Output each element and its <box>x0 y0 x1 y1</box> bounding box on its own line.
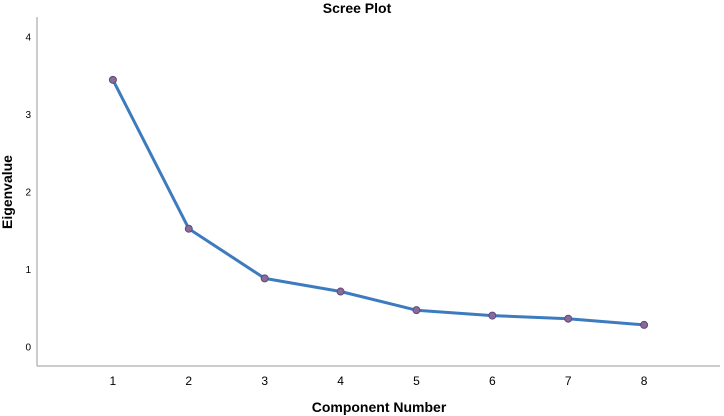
x-axis-title: Component Number <box>312 399 447 415</box>
y-tick-label: 1 <box>25 265 31 276</box>
x-tick-label: 4 <box>337 374 344 388</box>
x-tick-label: 7 <box>565 374 572 388</box>
x-tick-label: 3 <box>261 374 268 388</box>
eigenvalue-series-line <box>111 78 646 327</box>
x-tick-label: 6 <box>489 374 496 388</box>
data-point <box>488 311 497 320</box>
y-tick-label: 4 <box>25 32 31 43</box>
eigenvalue-points <box>108 75 649 329</box>
y-tick-label: 2 <box>25 188 31 199</box>
x-tick-label: 8 <box>641 374 648 388</box>
x-tick-label: 2 <box>185 374 192 388</box>
data-point <box>640 320 649 329</box>
x-tick-labels: 1 2 3 4 5 6 7 8 <box>110 374 648 388</box>
y-tick-label: 3 <box>25 110 31 121</box>
x-tick-label: 1 <box>110 374 117 388</box>
y-axis-title: Eigenvalue <box>0 155 15 229</box>
data-point <box>412 306 421 315</box>
data-point <box>336 287 345 296</box>
data-point <box>564 314 573 323</box>
data-point <box>184 224 193 233</box>
y-tick-label: 0 <box>25 343 31 354</box>
y-tick-labels: 0 1 2 3 4 <box>25 32 31 353</box>
data-point <box>108 75 117 84</box>
chart-title: Scree Plot <box>323 0 392 16</box>
x-tick-label: 5 <box>413 374 420 388</box>
data-point <box>260 274 269 283</box>
